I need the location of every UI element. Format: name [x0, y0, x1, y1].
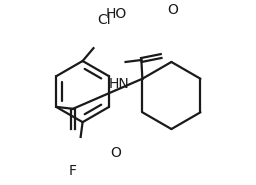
- Text: O: O: [167, 3, 178, 17]
- Text: HN: HN: [108, 77, 129, 91]
- Text: HO: HO: [106, 7, 127, 21]
- Text: F: F: [69, 164, 77, 178]
- Text: O: O: [110, 146, 121, 160]
- Text: Cl: Cl: [98, 14, 111, 27]
